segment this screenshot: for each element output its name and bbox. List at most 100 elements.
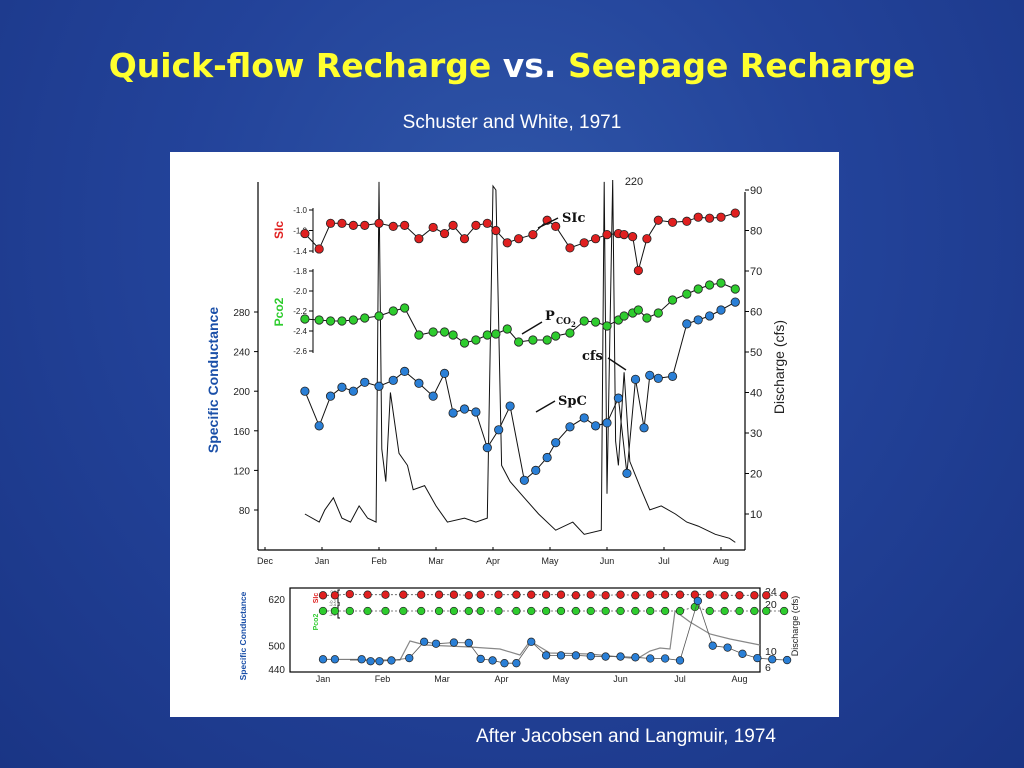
bottom-pco2-point xyxy=(616,606,625,616)
bottom-spc-point xyxy=(541,651,551,660)
bottom-spc-tick-label: 440 xyxy=(268,665,285,676)
pco2-point xyxy=(528,335,538,345)
spc-point xyxy=(348,386,358,396)
bottom-pco2-point xyxy=(735,606,744,616)
spc-point xyxy=(459,404,470,414)
bottom-pco2-point xyxy=(330,606,340,616)
bottom-spc-axis-label: Specific Conductance xyxy=(238,591,248,680)
bottom-pco2-point xyxy=(586,606,595,616)
spc-point xyxy=(590,421,601,431)
title-part2: Seepage Recharge xyxy=(567,46,916,85)
bottom-month-label: Jun xyxy=(613,674,628,684)
bottom-pco2-point xyxy=(750,606,759,616)
bottom-pco2-point xyxy=(363,606,372,616)
sic-point xyxy=(414,234,424,244)
pco2-point xyxy=(300,314,310,324)
pco2-point xyxy=(439,327,450,337)
bottom-pco2-point xyxy=(705,606,714,616)
bottom-discharge-tick-label: 24 xyxy=(765,586,777,598)
spc-series-line xyxy=(304,301,736,482)
top-spc-tick-label: 240 xyxy=(233,348,250,359)
bottom-sic-point xyxy=(449,590,459,599)
bottom-sic-tick-label: -0.2 xyxy=(329,599,337,604)
sic-point xyxy=(314,244,324,254)
annotation-cfs-arrow xyxy=(607,357,627,371)
title-part1: Quick-flow Recharge xyxy=(108,46,492,85)
pco2-point xyxy=(542,335,552,345)
sic-point xyxy=(730,208,740,218)
bottom-sic-point xyxy=(705,590,714,599)
bottom-spc-tick-label: 500 xyxy=(268,642,285,653)
bottom-pco2-point xyxy=(601,606,610,616)
bottom-spc-point xyxy=(616,652,625,661)
pco2-point xyxy=(633,305,643,315)
sic-point xyxy=(482,218,492,228)
pco2-point xyxy=(388,306,398,316)
sic-point xyxy=(300,228,310,239)
bottom-sic-series-line xyxy=(323,593,785,596)
bottom-sic-point xyxy=(434,590,444,599)
spc-point xyxy=(653,373,663,383)
bottom-sic-axis-label: SIc xyxy=(313,593,320,604)
bottom-sic-point xyxy=(494,590,503,599)
bottom-pco2-point xyxy=(556,606,566,616)
pco2-point xyxy=(590,317,601,327)
top-discharge-tick-label: 10 xyxy=(750,509,762,521)
spc-point xyxy=(639,423,649,433)
pco2-point xyxy=(704,280,715,290)
sic-point xyxy=(400,220,410,230)
bottom-sic-point xyxy=(417,590,426,599)
sic-point xyxy=(388,221,398,232)
bottom-spc-point xyxy=(693,596,702,606)
bottom-month-label: Jan xyxy=(316,674,331,684)
spc-point xyxy=(360,377,370,387)
sic-point xyxy=(704,213,715,223)
bottom-pco2-point xyxy=(476,606,485,616)
bottom-pco2-point xyxy=(779,606,789,616)
bottom-pco2-point xyxy=(527,606,536,616)
top-discharge-tick-label: 30 xyxy=(750,428,762,440)
sic-point xyxy=(682,216,692,226)
bottom-discharge-axis-label: Discharge (cfs) xyxy=(790,596,800,657)
bottom-pco2-point xyxy=(381,606,390,616)
sic-point xyxy=(693,212,703,222)
spc-point xyxy=(579,413,589,423)
annotation-sic-arrow xyxy=(537,217,559,229)
pco2-point xyxy=(579,316,589,326)
bottom-spc-point xyxy=(753,653,762,663)
top-spc-tick-label: 280 xyxy=(233,308,250,319)
pco2-point xyxy=(682,289,692,299)
bottom-spc-point xyxy=(488,656,497,665)
bottom-pco2-point xyxy=(449,606,459,616)
pco2-point xyxy=(482,330,492,340)
pco2-point xyxy=(667,295,678,305)
bottom-spc-point xyxy=(330,655,340,664)
bottom-spc-point xyxy=(646,654,655,663)
annotation-sic: SIc xyxy=(562,211,585,226)
pco2-point xyxy=(459,338,470,348)
top-sic-axis-label: SIc xyxy=(272,221,286,239)
chart-figure: Dec Jan Feb Mar Apr May Jun Jul Aug 280 240 200 160 1… xyxy=(170,152,839,717)
spc-point xyxy=(622,468,632,478)
top-pco2-tick-label: -2.2 xyxy=(293,307,307,316)
bottom-sic-point xyxy=(720,591,729,600)
sic-point xyxy=(459,234,470,244)
bottom-pco2-point xyxy=(512,606,521,616)
title-connector: vs. xyxy=(502,46,557,85)
bottom-spc-point xyxy=(768,655,777,664)
sic-point xyxy=(653,215,663,225)
spc-point xyxy=(730,297,740,307)
bottom-sic-point xyxy=(381,590,390,599)
bottom-month-label: Mar xyxy=(434,674,450,684)
bottom-spc-point xyxy=(512,659,521,668)
top-discharge-tick-label: 60 xyxy=(750,307,762,319)
top-month-label: May xyxy=(541,556,559,566)
top-month-label: Dec xyxy=(257,556,274,566)
cfs-series-line xyxy=(304,179,736,543)
annotation-spc: SpC xyxy=(558,394,587,409)
bottom-spc-point xyxy=(464,638,473,648)
bottom-spc-point xyxy=(476,654,485,664)
top-spc-tick-label: 160 xyxy=(233,427,250,438)
sic-point xyxy=(471,220,481,230)
bottom-spc-point xyxy=(738,649,747,658)
